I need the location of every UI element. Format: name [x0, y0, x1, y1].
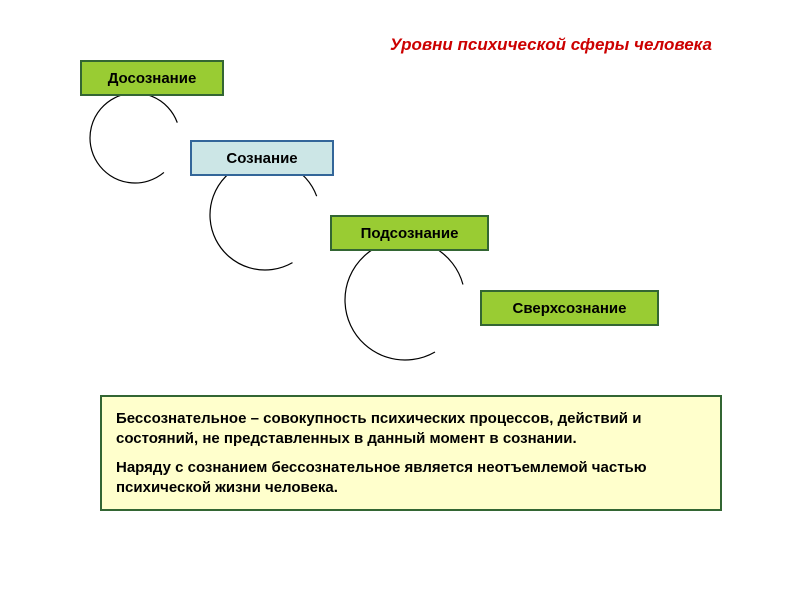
node-label: Сознание: [226, 150, 297, 167]
node-label: Сверхсознание: [513, 300, 627, 317]
definition-para-1: Бессознательное – совокупность психическ…: [116, 409, 706, 448]
node-podsoznanie: Подсознание: [330, 215, 489, 251]
definition-para-2: Наряду с сознанием бессознательное являе…: [116, 458, 706, 497]
node-dosoznanie: Досознание: [80, 60, 224, 96]
node-soznanie: Сознание: [190, 140, 334, 176]
diagram-title: Уровни психической сферы человека: [390, 35, 712, 55]
node-label: Досознание: [108, 70, 197, 87]
node-label: Подсознание: [361, 225, 459, 242]
node-sverhsoznanie: Сверхсознание: [480, 290, 659, 326]
diagram-canvas: { "canvas": { "width": 800, "height": 60…: [0, 0, 800, 600]
definition-box: Бессознательное – совокупность психическ…: [100, 395, 722, 511]
